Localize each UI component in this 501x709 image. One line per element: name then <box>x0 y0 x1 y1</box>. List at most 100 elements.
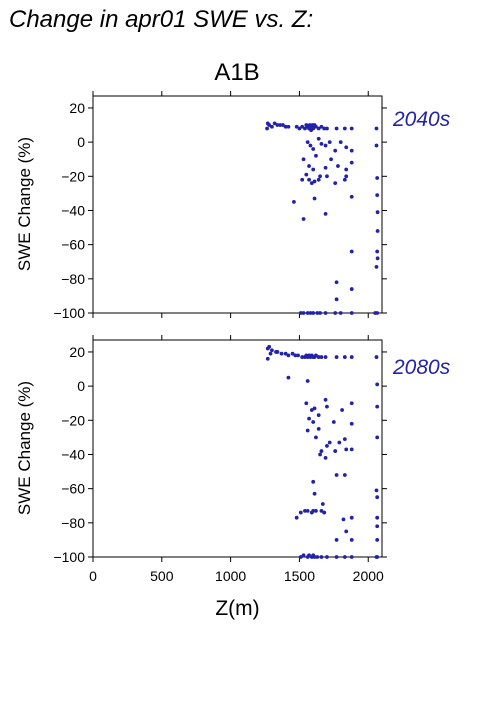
data-point <box>301 311 306 315</box>
y-tick-label: −20 <box>61 168 85 184</box>
data-point <box>319 355 324 359</box>
data-point <box>349 538 354 542</box>
data-point <box>342 126 347 131</box>
data-point <box>340 408 344 412</box>
data-point <box>334 126 339 131</box>
data-point <box>327 440 332 445</box>
data-point <box>323 455 328 460</box>
data-point <box>322 126 327 131</box>
data-point <box>314 153 318 158</box>
data-point <box>323 211 328 216</box>
data-point <box>349 421 354 426</box>
data-point <box>294 124 299 129</box>
data-point <box>267 123 272 127</box>
data-point <box>322 510 327 515</box>
data-point <box>305 140 310 145</box>
data-point <box>308 311 313 315</box>
data-point <box>374 264 379 269</box>
data-point <box>334 297 339 302</box>
y-tick-label: −60 <box>61 237 85 253</box>
data-point <box>304 172 309 177</box>
data-point <box>286 375 291 380</box>
data-point <box>375 176 380 180</box>
data-point <box>334 473 339 477</box>
data-point <box>318 311 322 315</box>
data-point <box>305 379 310 383</box>
data-point <box>334 555 339 559</box>
period-label: 2040s <box>392 108 451 131</box>
data-point <box>286 353 291 358</box>
y-tick-label: −80 <box>61 271 85 287</box>
data-point <box>319 141 324 146</box>
data-point <box>333 148 338 153</box>
plot-frame <box>92 339 383 558</box>
data-point <box>296 353 300 358</box>
data-point <box>375 538 380 542</box>
data-point <box>316 177 321 182</box>
data-point <box>375 382 380 387</box>
data-point <box>311 167 316 172</box>
data-point <box>305 311 310 315</box>
data-point <box>303 508 307 513</box>
data-point <box>294 515 299 520</box>
data-point <box>375 404 380 409</box>
data-point <box>323 143 328 148</box>
data-point <box>323 311 328 315</box>
data-point <box>349 148 354 153</box>
data-point <box>312 179 317 184</box>
data-point <box>331 420 336 424</box>
data-point <box>316 136 321 141</box>
y-tick-label: −20 <box>61 412 85 428</box>
data-point <box>333 181 338 186</box>
x-axis-label: Z(m) <box>215 597 259 620</box>
data-point <box>375 515 380 520</box>
data-point <box>334 538 339 542</box>
data-point <box>307 553 311 558</box>
data-point <box>344 529 349 534</box>
data-point <box>349 515 354 520</box>
y-tick-label: −40 <box>61 202 85 218</box>
y-tick-label: −100 <box>53 549 85 565</box>
data-point <box>374 488 379 493</box>
data-point <box>375 229 380 233</box>
data-point <box>375 435 380 440</box>
data-point <box>316 355 321 359</box>
data-point <box>318 452 322 457</box>
data-point <box>375 210 380 215</box>
data-point <box>293 353 298 358</box>
data-point <box>325 404 329 409</box>
data-point <box>316 413 321 418</box>
data-point <box>319 124 324 129</box>
y-tick-label: −80 <box>61 515 85 531</box>
data-point <box>275 123 280 127</box>
data-point <box>309 408 314 412</box>
data-point <box>268 351 273 356</box>
data-point <box>374 355 379 359</box>
x-tick-label: 500 <box>150 568 174 584</box>
data-point <box>286 124 291 129</box>
data-point <box>349 194 354 199</box>
data-point <box>307 177 311 182</box>
y-tick-label: −60 <box>61 481 85 497</box>
data-point <box>298 311 303 315</box>
data-point <box>375 311 380 315</box>
data-point <box>308 143 313 148</box>
data-point <box>342 437 347 442</box>
period-label: 2080s <box>392 356 451 379</box>
data-point <box>298 510 303 515</box>
x-tick-label: 1500 <box>284 568 315 584</box>
y-tick-label: −40 <box>61 446 85 462</box>
data-point <box>304 401 309 406</box>
data-point <box>349 355 354 359</box>
y-axis-label: SWE Change (%) <box>15 137 34 271</box>
data-point <box>272 121 277 126</box>
data-point <box>314 508 318 513</box>
data-point <box>325 555 329 559</box>
figure-title: Change in apr01 SWE vs. Z: <box>9 6 313 33</box>
data-point <box>303 126 307 131</box>
data-point <box>309 181 314 186</box>
data-point <box>300 177 305 182</box>
data-point <box>307 416 311 421</box>
data-point <box>315 311 320 315</box>
